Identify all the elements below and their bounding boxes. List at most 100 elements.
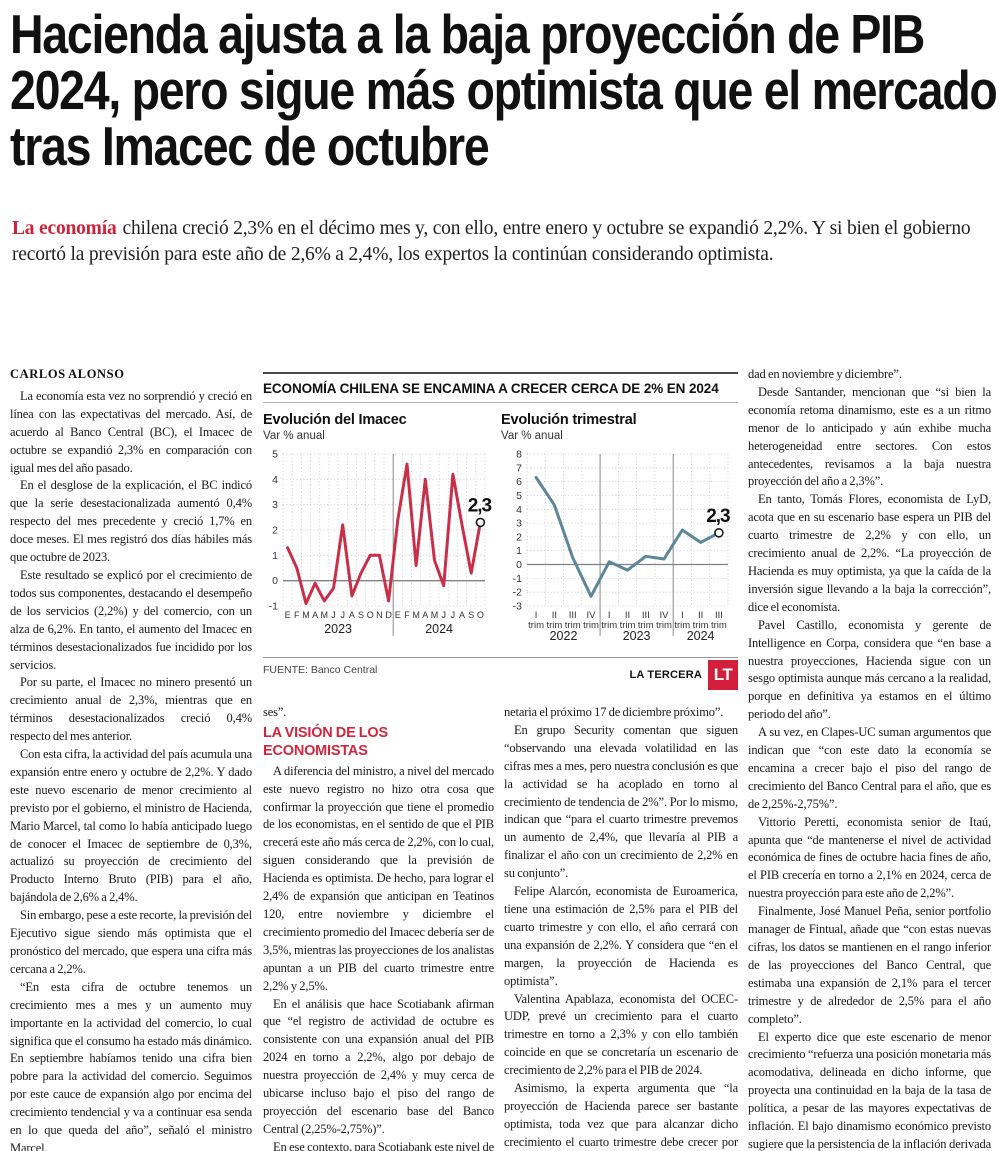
article-paragraph: La economía esta vez no sorprendió y cre… [10,388,252,475]
svg-text:A: A [349,610,355,620]
column-4-paragraphs: Desde Santander, mencionan que “si bien … [748,384,991,1151]
byline: CARLOS ALONSO [10,367,125,381]
article-paragraph: A su vez, en Clapes-UC suman argumentos … [748,725,991,811]
svg-text:III: III [569,610,577,621]
column-3-continuation: netaria el próximo 17 de diciembre próxi… [504,705,724,719]
svg-text:2023: 2023 [623,629,651,643]
article-paragraph: Finalmente, José Manuel Peña, senior por… [748,904,991,1026]
svg-text:5: 5 [516,490,522,502]
svg-text:M: M [431,610,439,620]
infographic-footer-rule [263,657,738,658]
article-paragraph: “En esta cifra de octubre tenemos un cre… [10,979,252,1151]
column-3-paragraphs: En grupo Security comentan que siguen “o… [504,722,738,1151]
svg-text:II: II [552,610,557,621]
la-tercera-logo: LT [708,660,738,690]
lede: La economía chilena creció 2,3% en el déc… [12,216,990,268]
article-paragraph: En el análisis que hace Scotiabank afirm… [263,996,494,1136]
svg-text:F: F [404,610,410,620]
svg-text:trim: trim [711,620,727,631]
svg-text:-1: -1 [513,573,522,585]
svg-text:trim: trim [620,620,636,631]
svg-text:I: I [608,610,611,621]
svg-text:E: E [285,610,291,620]
quarterly-chart-title: Evolución trimestral [501,412,637,428]
article-paragraph: Valentina Apablaza, economista del OCEC-… [504,991,738,1078]
quarterly-line-chart-svg: -3-2-1012345678ItrimIItrimIIItrimIVtrimI… [513,449,731,644]
svg-text:6: 6 [516,476,522,488]
svg-text:trim: trim [674,620,690,631]
svg-text:I: I [535,610,538,621]
article-paragraph: Por su parte, el Imacec no minero presen… [10,675,252,744]
infographic-divider [263,402,738,403]
column-1-paragraphs: La economía esta vez no sorprendió y cre… [10,388,252,1151]
svg-text:II: II [625,610,630,621]
svg-text:trim: trim [565,620,581,631]
article-paragraph: En tanto, Tomás Flores, economista de Ly… [748,492,991,614]
article-paragraph: En el desglose de la explicación, el BC … [10,478,252,565]
lede-lead-in: La economía [12,217,117,239]
imacec-line-chart: -1 0 1 2 3 4 5 E F M A M J J A S O N D E F M A M J J A S O 2023 2024 2,… [263,444,493,657]
svg-text:5: 5 [272,449,278,461]
article-column-4: dad en noviembre y diciembre”. Desde San… [748,366,991,1151]
svg-text:-1: -1 [269,601,278,613]
svg-text:3: 3 [516,518,522,530]
svg-text:-3: -3 [513,601,522,613]
svg-text:I: I [681,610,684,621]
svg-text:-2: -2 [513,587,522,599]
svg-text:J: J [340,610,345,620]
article-paragraph: A diferencia del ministro, a nivel del m… [263,763,494,993]
svg-text:4: 4 [272,474,278,486]
column-2-paragraphs: A diferencia del ministro, a nivel del m… [263,763,494,1151]
article-paragraph: Pavel Castillo, economista y gerente de … [748,617,991,722]
svg-text:2023: 2023 [324,622,352,636]
svg-text:trim: trim [656,620,672,631]
infographic-top-rule [263,372,738,374]
article-paragraph: En grupo Security comentan que siguen “o… [504,722,738,881]
svg-text:3: 3 [272,499,278,511]
svg-text:1: 1 [516,545,522,557]
svg-text:1: 1 [272,550,278,562]
svg-text:trim: trim [638,620,654,631]
quarterly-chart-panel: Evolución trimestral Var % anual -3 -2 -1 0… [501,412,738,657]
headline: Hacienda ajusta a la baja proyección de … [10,3,998,178]
svg-text:trim: trim [693,620,709,631]
lede-text: chilena creció 2,3% en el décimo mes y, … [12,217,971,265]
svg-text:A: A [459,610,465,620]
article-paragraph: Este resultado se explicó por el crecimi… [10,567,252,672]
article-paragraph: Felipe Alarcón, economista de Euroameric… [504,884,738,988]
svg-text:2024: 2024 [425,622,453,636]
article-column-2: ses”. LA VISIÓN DE LOS ECONOMISTAS A dif… [263,704,494,1151]
article-paragraph: Vittorio Peretti, economista senior de I… [748,814,991,901]
column-4-continuation: dad en noviembre y diciembre”. [748,367,902,381]
article-paragraph: Con esta cifra, la actividad del país ac… [10,747,252,905]
svg-text:A: A [312,610,318,620]
article-paragraph: Sin embargo, pese a este recorte, la pre… [10,908,252,976]
svg-text:O: O [477,610,484,620]
svg-text:2,3: 2,3 [468,495,492,516]
svg-text:trim: trim [528,620,544,631]
svg-text:M: M [412,610,420,620]
svg-text:II: II [698,610,703,621]
imacec-chart-title: Evolución del Imacec [263,412,407,428]
svg-text:E: E [395,610,401,620]
article-paragraph: Asimismo, la experta argumenta que “la p… [504,1081,738,1149]
imacec-chart-panel: Evolución del Imacec Var % anual -1 0 1 2 3 4… [263,412,493,657]
svg-text:S: S [468,610,474,620]
svg-text:J: J [441,610,446,620]
infographic-title: ECONOMÍA CHILENA SE ENCAMINA A CRECER CE… [263,381,719,396]
svg-text:N: N [376,610,383,620]
article-paragraph: El experto dice que este escenario de me… [748,1029,991,1151]
infographic-footer: FUENTE: Banco Central LA TERCERA LT [263,657,738,690]
svg-text:M: M [321,610,329,620]
article-column-3: netaria el próximo 17 de diciembre próxi… [504,704,738,1151]
svg-text:M: M [302,610,310,620]
svg-text:0: 0 [272,575,278,587]
svg-text:IV: IV [660,610,670,621]
svg-text:trim: trim [583,620,599,631]
svg-text:7: 7 [516,462,522,474]
svg-text:D: D [385,610,392,620]
svg-text:trim: trim [546,620,562,631]
article-paragraph: Desde Santander, mencionan que “si bien … [748,384,991,489]
